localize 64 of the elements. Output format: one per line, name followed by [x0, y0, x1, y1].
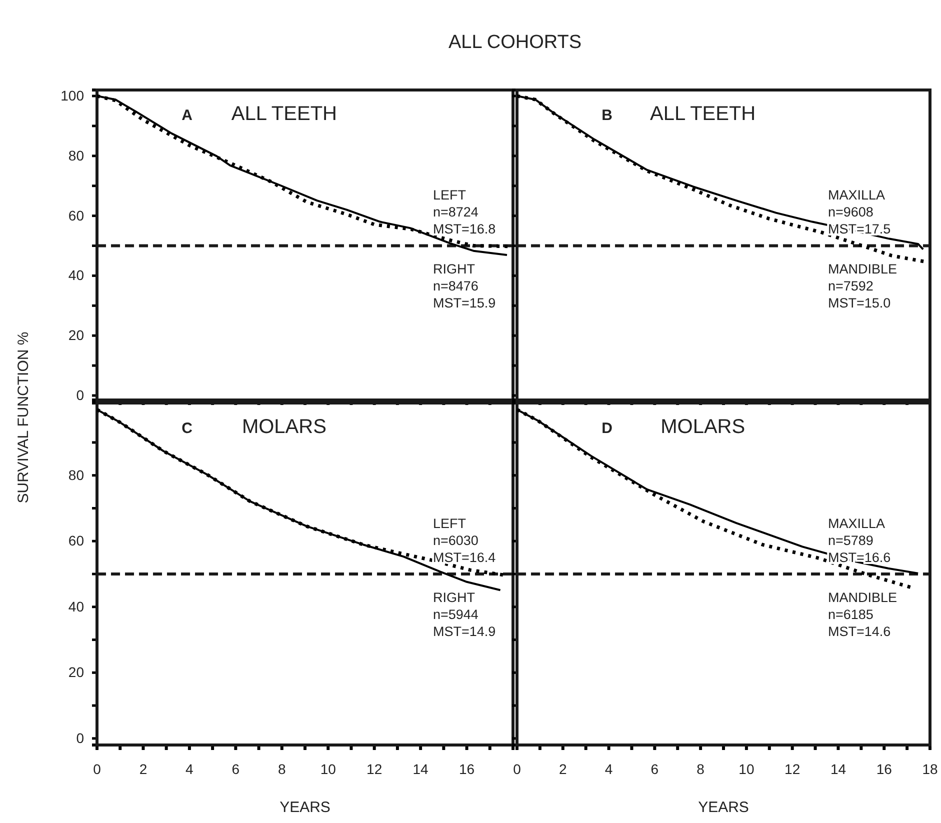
y-tick-label: 80	[68, 147, 84, 164]
x-tick-label: 4	[186, 760, 194, 777]
y-tick-label: 80	[68, 466, 84, 483]
x-tick-label: 8	[696, 760, 705, 777]
series-label: MAXILLA	[828, 516, 886, 531]
annotation: A	[182, 107, 193, 124]
series-label: MAXILLA	[828, 188, 886, 203]
y-tick-label: 20	[68, 664, 84, 680]
annotation: MST=16.8	[433, 222, 496, 237]
text: MOLARS	[660, 416, 746, 438]
x-tick-label: 6	[232, 760, 240, 777]
y-tick-label: 0	[76, 730, 84, 746]
series-label: MANDIBLE	[828, 262, 898, 277]
annotation: n=8724	[433, 204, 479, 220]
y-tick-label: 60	[68, 532, 84, 549]
series-label: RIGHT	[433, 262, 475, 277]
series-label: MANDIBLE	[828, 590, 898, 605]
annotation: C	[182, 420, 193, 437]
text: ALL TEETH	[650, 103, 756, 125]
x-tick-label: 4	[604, 760, 613, 777]
y-tick-label: 40	[68, 267, 84, 284]
x-tick-label: 0	[513, 760, 522, 777]
annotation: MST=15.9	[433, 296, 496, 311]
annotation: n=5944	[433, 607, 479, 622]
x-tick-label: 2	[139, 760, 148, 777]
x-tick-label: 16	[458, 760, 475, 777]
x-tick-label: 8	[278, 760, 286, 777]
annotation: n=9608	[828, 204, 874, 220]
x-tick-label: 16	[876, 760, 892, 777]
annotation: n=6030	[433, 533, 478, 548]
text: ALL TEETH	[231, 103, 338, 125]
x-tick-label: 10	[320, 760, 336, 777]
x-tick-label: 10	[738, 760, 754, 777]
annotation: n=7592	[828, 278, 874, 294]
text: LEFT	[433, 188, 466, 203]
y-tick-label: 100	[60, 87, 84, 104]
y-axis-title: SURVIVAL FUNCTION %	[15, 332, 32, 504]
annotation: MST=16.4	[433, 550, 496, 565]
x-tick-label: 6	[650, 760, 659, 777]
x-tick-label: 14	[830, 760, 846, 777]
x-tick-label: 12	[366, 760, 382, 777]
x-tick-label: 0	[93, 760, 102, 777]
annotation: n=8476	[433, 278, 478, 294]
y-tick-label: 20	[68, 327, 84, 344]
x-tick-label: 14	[412, 760, 429, 777]
series-label: RIGHT	[433, 590, 475, 605]
text: ALL COHORTS	[448, 32, 582, 53]
text: LEFT	[433, 516, 466, 531]
y-tick-label: 60	[68, 207, 84, 224]
annotation: MST=15.0	[828, 296, 891, 311]
annotation: MST=14.9	[433, 624, 496, 639]
y-tick-label: 0	[76, 386, 84, 403]
x-tick-label: 12	[784, 760, 800, 777]
y-tick-label: 40	[68, 598, 84, 614]
x-axis-title: YEARS	[698, 799, 749, 816]
x-tick-label: 18	[922, 760, 938, 777]
annotation: B	[602, 107, 613, 124]
x-tick-label: 2	[558, 760, 567, 777]
annotation: MST=14.6	[828, 624, 891, 639]
x-axis-title: YEARS	[280, 799, 330, 816]
annotation: n=5789	[828, 533, 874, 548]
annotation: D	[602, 420, 613, 437]
annotation: n=6185	[828, 607, 874, 622]
text: MOLARS	[242, 416, 326, 438]
